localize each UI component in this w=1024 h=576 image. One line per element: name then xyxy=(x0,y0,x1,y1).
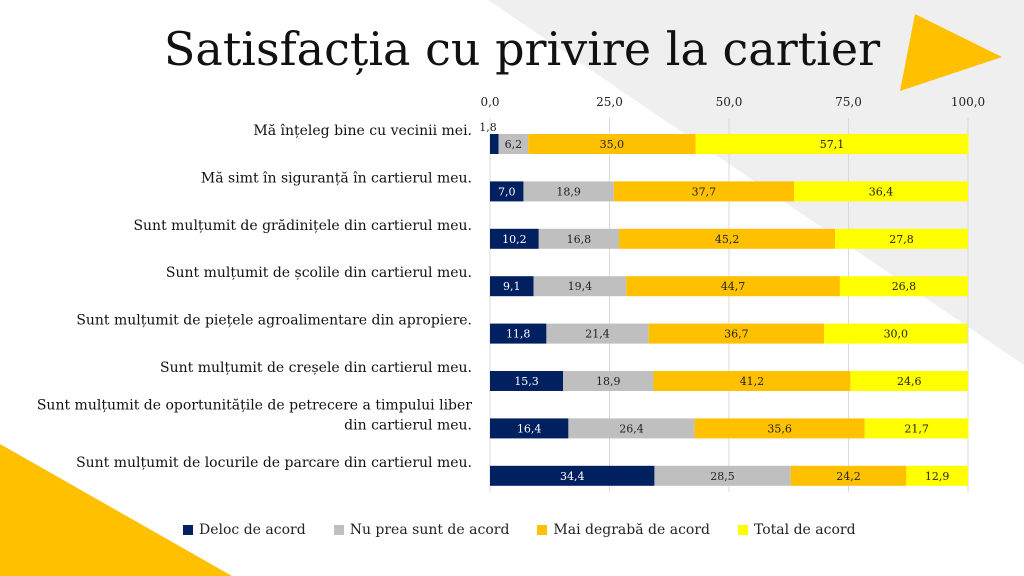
legend-item: Nu prea sunt de acord xyxy=(333,522,510,538)
data-label: 12,9 xyxy=(925,470,950,483)
data-label: 26,4 xyxy=(619,422,644,435)
data-label: 45,2 xyxy=(715,233,740,246)
category-label: Sunt mulțumit de piețele agroalimentare … xyxy=(76,313,472,329)
legend-swatch xyxy=(738,525,748,535)
x-tick-label: 75,0 xyxy=(835,95,862,109)
bar-segment xyxy=(528,134,696,154)
bar-segment xyxy=(490,134,499,154)
bar-segment xyxy=(694,418,865,439)
data-label: 41,2 xyxy=(740,375,765,388)
x-tick-label: 50,0 xyxy=(716,95,743,109)
legend-item: Mai degrabă de acord xyxy=(537,522,710,538)
category-label: Sunt mulțumit de creșele din cartierul m… xyxy=(160,360,472,376)
bar-segment xyxy=(648,323,825,344)
data-label: 18,9 xyxy=(556,185,581,198)
legend-swatch xyxy=(537,525,548,535)
x-tick-label: 100,0 xyxy=(951,95,985,109)
data-label: 34,4 xyxy=(560,470,585,483)
data-label: 16,4 xyxy=(517,422,542,435)
category-label: Mă înțeleg bine cu vecinii mei. xyxy=(253,123,472,139)
data-label: 44,7 xyxy=(721,280,746,293)
data-label: 36,7 xyxy=(724,328,749,341)
bar-segment xyxy=(538,228,620,249)
bar-segment xyxy=(906,465,968,486)
data-label: 10,2 xyxy=(502,233,527,246)
bar-segment xyxy=(839,276,968,297)
data-label: 24,2 xyxy=(836,470,861,483)
data-label: 16,8 xyxy=(567,233,592,246)
bar-segment xyxy=(533,276,627,297)
decor-yellow-triangle-bottom xyxy=(0,444,232,576)
legend-swatch xyxy=(333,525,344,535)
data-label: 36,4 xyxy=(869,185,894,198)
bar-segment xyxy=(490,465,655,486)
bar-segment xyxy=(490,181,524,202)
legend-swatch xyxy=(183,525,193,535)
legend-item: Deloc de acord xyxy=(183,522,306,538)
bar-segment xyxy=(613,181,795,202)
category-label: din cartierul meu. xyxy=(344,417,472,433)
data-label: 15,3 xyxy=(514,375,539,388)
bar-segment xyxy=(850,371,968,391)
category-label: Sunt mulțumit de școlile din cartierul m… xyxy=(166,265,472,281)
data-label: 1,8 xyxy=(479,121,497,134)
bar-segment xyxy=(790,465,907,486)
data-label: 26,8 xyxy=(892,280,917,293)
legend-label: Total de acord xyxy=(754,522,856,538)
data-label: 21,4 xyxy=(585,328,610,341)
bar-segment xyxy=(498,134,529,154)
data-label: 57,1 xyxy=(820,138,845,151)
chart-legend: Deloc de acord Nu prea sunt de acord Mai d… xyxy=(183,522,856,538)
bar-segment xyxy=(490,276,534,297)
bar-segment xyxy=(864,418,969,439)
data-label: 6,2 xyxy=(505,138,523,151)
category-label: Sunt mulțumit de grădinițele din cartier… xyxy=(133,218,472,234)
bar-segment xyxy=(490,371,564,391)
data-label: 11,8 xyxy=(506,328,531,341)
bar-segment xyxy=(619,228,836,249)
category-label: Sunt mulțumit de locurile de parcare din… xyxy=(76,455,472,471)
data-label: 37,7 xyxy=(692,185,717,198)
bar-segment xyxy=(563,371,654,391)
data-label: 27,8 xyxy=(889,233,914,246)
data-label: 30,0 xyxy=(884,328,909,341)
data-label: 21,7 xyxy=(904,422,929,435)
x-tick-label: 25,0 xyxy=(596,95,623,109)
data-label: 7,0 xyxy=(498,185,516,198)
data-label: 19,4 xyxy=(568,280,593,293)
category-label: Mă simt în siguranță în cartierul meu. xyxy=(201,170,472,186)
bar-segment xyxy=(794,181,968,202)
bar-segment xyxy=(490,418,569,439)
bar-segment xyxy=(490,228,539,249)
legend-item: Total de acord xyxy=(738,522,856,538)
bar-segment xyxy=(835,228,968,249)
category-label: Sunt mulțumit de oportunitățile de petre… xyxy=(37,397,472,413)
data-label: 18,9 xyxy=(596,375,621,388)
data-label: 28,5 xyxy=(710,470,735,483)
page-title: Satisfacția cu privire la cartier xyxy=(163,22,881,76)
bar-segment xyxy=(695,134,969,154)
data-label: 35,0 xyxy=(600,138,625,151)
bar-segment xyxy=(824,323,968,344)
x-tick-label: 0,0 xyxy=(480,95,499,109)
bar-segment xyxy=(626,276,840,297)
bar-segment xyxy=(523,181,614,202)
bar-segment xyxy=(653,371,851,391)
bar-segment xyxy=(568,418,695,439)
bar-segment xyxy=(654,465,791,486)
bar-segment xyxy=(490,323,547,344)
data-label: 24,6 xyxy=(897,375,922,388)
data-label: 9,1 xyxy=(503,280,521,293)
legend-label: Deloc de acord xyxy=(199,522,306,538)
data-label: 35,6 xyxy=(767,422,792,435)
legend-label: Mai degrabă de acord xyxy=(553,522,710,538)
decor-yellow-triangle-top xyxy=(900,14,1002,91)
bar-segment xyxy=(546,323,649,344)
legend-label: Nu prea sunt de acord xyxy=(349,522,510,538)
